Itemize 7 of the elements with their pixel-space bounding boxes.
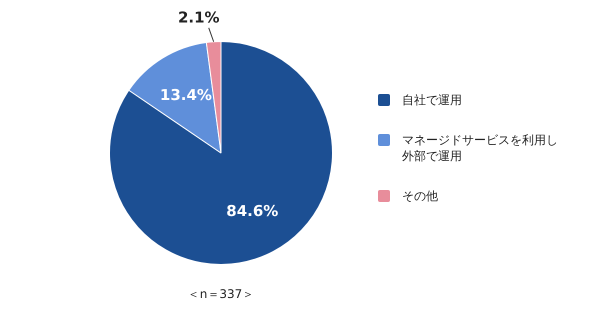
legend-label: 自社で運用 <box>402 92 463 108</box>
legend-label: マネージドサービスを利用し外部で運用 <box>402 132 559 164</box>
data-label: 84.6% <box>226 202 278 220</box>
legend-label: その他 <box>402 188 439 204</box>
text: ＜n＝337＞ <box>186 286 256 303</box>
data-label: 2.1% <box>178 8 220 27</box>
data-label: 13.4% <box>160 86 212 104</box>
